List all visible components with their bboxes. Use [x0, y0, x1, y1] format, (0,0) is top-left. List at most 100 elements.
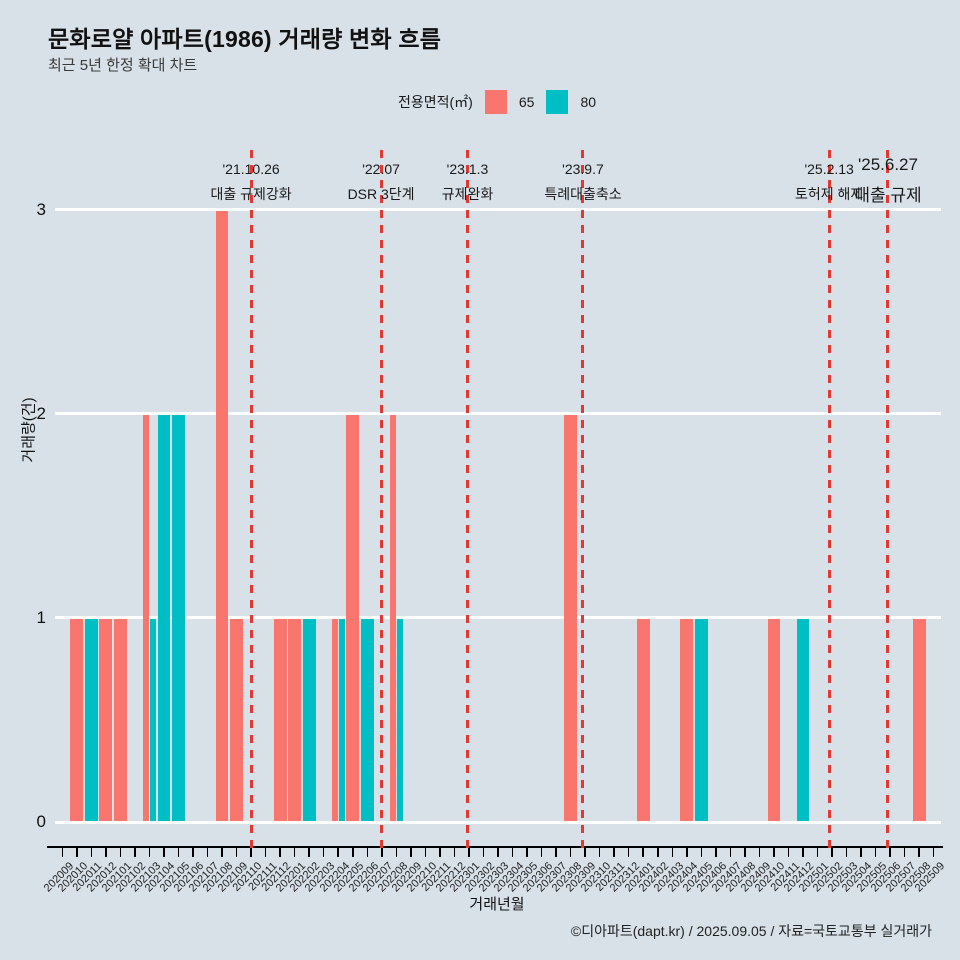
- x-tick-202303: [497, 847, 499, 857]
- x-tick-202411: [787, 847, 790, 857]
- x-tick-202311: [613, 847, 615, 857]
- x-tick-202110: [250, 847, 252, 857]
- y-tick-label-2: 2: [36, 403, 46, 423]
- x-tick-202212: [453, 847, 456, 857]
- footer-credit: ©디아파트(dapt.kr) / 2025.09.05 / 자료=국토교통부 실…: [570, 923, 932, 939]
- bar-80-202105: [172, 415, 185, 821]
- x-tick-202301: [468, 847, 470, 857]
- event-line-202502: [827, 150, 831, 848]
- x-tick-202508: [918, 847, 920, 857]
- x-tick-202107: [206, 847, 209, 857]
- x-tick-202111: [264, 847, 267, 857]
- event-desc-202207: DSR 3단계: [347, 186, 415, 202]
- x-tick-202407: [729, 847, 732, 857]
- event-date-202506: '25.6.27: [858, 155, 918, 174]
- x-tick-202505: [874, 847, 877, 857]
- x-tick-202104: [163, 847, 165, 857]
- event-desc-202502: 토허제 해제: [795, 186, 864, 202]
- bar-65-202401: [636, 619, 650, 821]
- x-tick-202404: [686, 847, 688, 857]
- legend-swatch-80: [546, 90, 569, 114]
- gridline-y1: [55, 616, 941, 620]
- x-tick-202406: [715, 847, 717, 857]
- event-line-202301: [465, 150, 469, 848]
- legend-swatch-65: [484, 90, 507, 114]
- bar-80-202204: [338, 619, 345, 821]
- event-date-202110: '21.10.26: [222, 161, 280, 177]
- bar-80-202011: [84, 619, 98, 821]
- x-tick-202105: [177, 847, 180, 857]
- x-tick-202204: [337, 847, 339, 857]
- x-axis-line: [47, 846, 943, 848]
- y-tick-label-3: 3: [36, 199, 46, 219]
- x-tick-202509: [932, 847, 935, 857]
- x-tick-202103: [148, 847, 151, 857]
- bar-65-202308: [564, 415, 577, 821]
- x-tick-202405: [700, 847, 703, 857]
- legend-label-80: 80: [580, 94, 597, 110]
- x-tick-202207: [381, 847, 383, 857]
- gridline-y0: [55, 820, 941, 824]
- bar-65-202103: [143, 415, 149, 821]
- legend: 전용면적(㎡) 65 80: [398, 90, 596, 114]
- event-date-202207: '22.07: [362, 161, 400, 177]
- x-tick-202211: [439, 847, 441, 857]
- event-date-202301: '23.1.3: [446, 161, 489, 177]
- bar-80-202202: [302, 619, 316, 821]
- x-tick-202304: [511, 847, 514, 857]
- bar-65-202410: [767, 619, 781, 821]
- bar-65-202201: [288, 619, 302, 821]
- x-tick-202010: [76, 847, 78, 857]
- event-line-202506: [886, 150, 890, 848]
- bar-65-202204: [331, 619, 338, 821]
- page-title: 문화로얄 아파트(1986) 거래량 변화 흐름: [48, 26, 442, 52]
- x-tick-202112: [279, 847, 281, 857]
- x-tick-202402: [657, 847, 659, 857]
- bar-80-202405: [694, 619, 708, 821]
- bar-65-202010: [70, 619, 84, 821]
- page-subtitle: 최근 5년 한정 확대 차트: [48, 57, 198, 74]
- bar-65-202101: [113, 619, 127, 821]
- x-tick-202506: [889, 847, 891, 857]
- y-tick-label-0: 0: [36, 812, 46, 831]
- x-tick-202401: [642, 847, 644, 857]
- legend-title: 전용면적(㎡): [398, 94, 473, 110]
- event-date-202502: '25.2.13: [804, 161, 854, 177]
- gridline-y3: [55, 208, 941, 212]
- bar-65-202012: [99, 619, 113, 821]
- x-tick-202108: [221, 847, 223, 857]
- x-tick-202306: [540, 847, 543, 857]
- bar-65-202205: [346, 415, 360, 821]
- x-tick-202209: [410, 847, 412, 857]
- x-tick-202501: [816, 847, 819, 857]
- gridline-y2: [55, 412, 941, 416]
- x-axis-title: 거래년월: [469, 896, 525, 913]
- x-tick-202203: [322, 847, 325, 857]
- legend-label-65: 65: [518, 94, 535, 110]
- x-tick-202206: [366, 847, 369, 857]
- event-line-202309: [581, 150, 585, 848]
- x-tick-202009: [61, 847, 63, 857]
- x-tick-202106: [192, 847, 194, 857]
- bar-80-202206: [360, 619, 374, 821]
- y-axis-title: 거래량(건): [20, 397, 38, 463]
- x-tick-202502: [831, 847, 833, 857]
- x-tick-202409: [758, 847, 761, 857]
- bar-65-202109: [230, 619, 243, 821]
- bar-80-202104: [157, 415, 171, 821]
- event-desc-202309: 특례대출축소: [544, 186, 622, 202]
- x-tick-202408: [744, 847, 746, 857]
- x-tick-202201: [293, 847, 296, 857]
- event-desc-202301: 규제완화: [441, 186, 494, 202]
- event-desc-202506: 대출 규제: [854, 186, 922, 205]
- bar-80-202412: [796, 619, 810, 821]
- bar-80-202208: [396, 619, 403, 821]
- event-desc-202110: 대출 규제강화: [210, 186, 292, 202]
- x-tick-202109: [235, 847, 238, 857]
- x-tick-202307: [555, 847, 557, 857]
- event-date-202309: '23.9.7: [562, 161, 604, 177]
- x-tick-202102: [134, 847, 136, 857]
- event-line-202207: [379, 150, 383, 848]
